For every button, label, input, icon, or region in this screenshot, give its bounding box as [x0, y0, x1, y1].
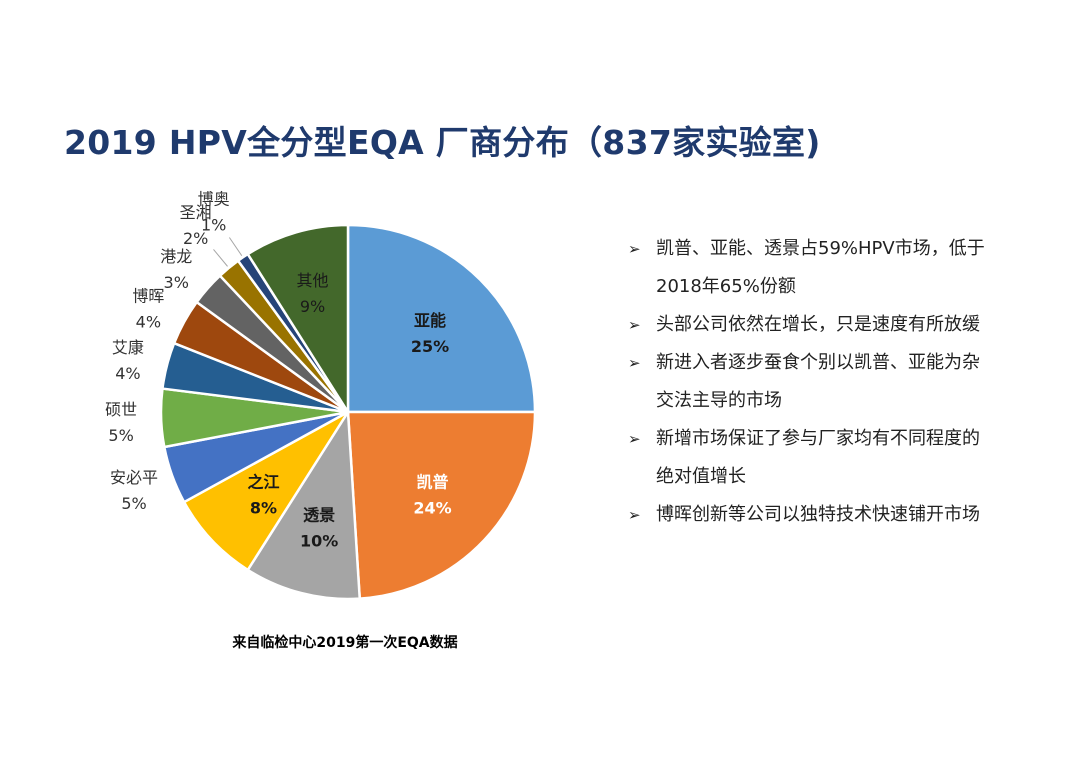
slice-label: 之江	[247, 472, 279, 491]
arrow-bullet-icon: ➢	[628, 506, 641, 524]
bullet-item: ➢ 新进入者逐步蚕食个别以凯普、亚能为杂交法主导的市场	[628, 344, 988, 420]
bullet-text: 博晖创新等公司以独特技术快速铺开市场	[656, 504, 980, 525]
bullet-item: ➢ 新增市场保证了参与厂家均有不同程度的绝对值增长	[628, 420, 988, 496]
bullet-item: ➢ 博晖创新等公司以独特技术快速铺开市场	[628, 496, 988, 534]
slice-value-label: 4%	[115, 364, 140, 383]
pie-slice-2	[346, 410, 537, 600]
slice-value-label: 24%	[413, 498, 451, 517]
slice-value-label: 1%	[201, 215, 226, 234]
pie-slice-12	[246, 223, 350, 417]
slice-value-label: 4%	[136, 313, 161, 332]
slice-value-label: 5%	[121, 494, 146, 513]
arrow-bullet-icon: ➢	[628, 316, 641, 334]
slice-value-label: 9%	[300, 297, 325, 316]
bullet-item: ➢ 凯普、亚能、透景占59%HPV市场，低于2018年65%份额	[628, 230, 988, 306]
slice-value-label: 8%	[250, 498, 277, 517]
slice-value-label: 5%	[108, 426, 133, 445]
bullet-item: ➢ 头部公司依然在增长，只是速度有所放缓	[628, 306, 988, 344]
slice-value-label: 10%	[300, 531, 338, 550]
slice-label: 艾康	[112, 338, 144, 357]
slice-label: 硕世	[105, 400, 137, 419]
slice-label: 凯普	[417, 472, 449, 491]
slice-value-label: 2%	[183, 229, 208, 248]
bullet-text: 头部公司依然在增长，只是速度有所放缓	[656, 314, 980, 335]
pie-slice-4	[182, 410, 350, 572]
source-note: 来自临检中心2019第一次EQA数据	[232, 635, 458, 651]
slice-label: 透景	[303, 505, 335, 524]
slice-label: 博晖	[132, 287, 164, 306]
page-title: 2019 HPV全分型EQA 厂商分布（837家实验室)	[64, 123, 821, 162]
slice-label: 博奥	[198, 189, 230, 208]
bullet-text: 新进入者逐步蚕食个别以凯普、亚能为杂交法主导的市场	[656, 352, 980, 411]
leader-line	[228, 237, 243, 256]
leader-line	[213, 249, 228, 267]
slice-value-label: 3%	[164, 273, 189, 292]
slice-label: 圣湘	[180, 203, 212, 222]
slice-label: 亚能	[414, 311, 446, 330]
slice-label: 安必平	[110, 468, 158, 487]
slice-value-label: 25%	[411, 337, 449, 356]
arrow-bullet-icon: ➢	[628, 240, 641, 258]
arrow-bullet-icon: ➢	[628, 430, 641, 448]
slice-label: 港龙	[160, 247, 192, 266]
bullet-list: ➢ 凯普、亚能、透景占59%HPV市场，低于2018年65%份额 ➢ 头部公司依然在…	[628, 230, 988, 534]
bullet-text: 新增市场保证了参与厂家均有不同程度的绝对值增长	[656, 428, 980, 487]
pie-slice-1	[346, 223, 537, 414]
arrow-bullet-icon: ➢	[628, 354, 641, 372]
bullet-text: 凯普、亚能、透景占59%HPV市场，低于2018年65%份额	[656, 238, 985, 297]
pie-slice-3	[246, 408, 362, 601]
slice-label: 其他	[297, 271, 329, 290]
